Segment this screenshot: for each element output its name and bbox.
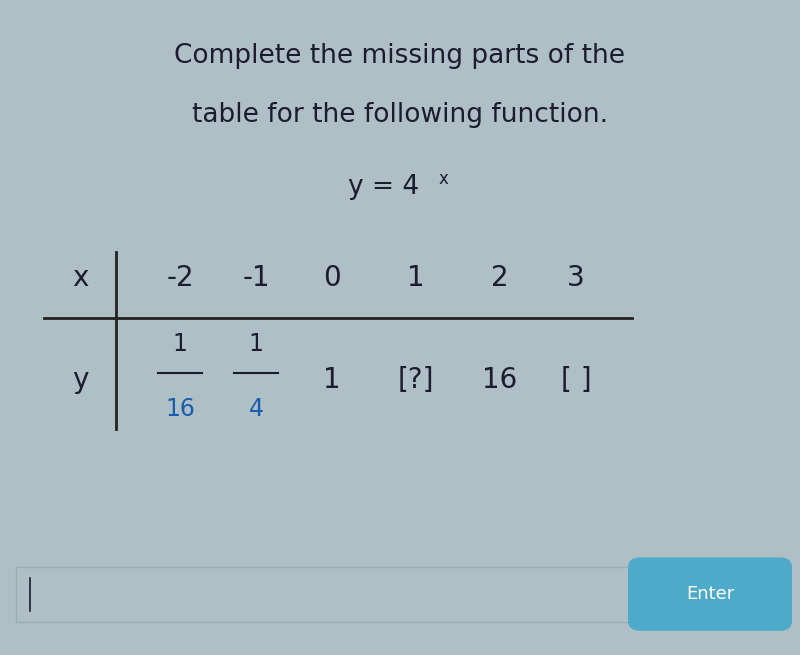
Text: x: x: [438, 170, 448, 188]
Text: -2: -2: [166, 265, 194, 292]
FancyBboxPatch shape: [16, 567, 632, 622]
FancyBboxPatch shape: [628, 557, 792, 631]
Text: [?]: [?]: [398, 366, 434, 394]
Text: 16: 16: [482, 366, 518, 394]
Text: [ ]: [ ]: [561, 366, 591, 394]
Text: 0: 0: [323, 265, 341, 292]
Text: y = 4: y = 4: [349, 174, 419, 200]
Text: 1: 1: [323, 366, 341, 394]
Text: Enter: Enter: [686, 585, 734, 603]
Text: 1: 1: [407, 265, 425, 292]
Text: -1: -1: [242, 265, 270, 292]
Text: table for the following function.: table for the following function.: [192, 102, 608, 128]
Text: 1: 1: [173, 332, 187, 356]
Text: 2: 2: [491, 265, 509, 292]
Text: 16: 16: [165, 398, 195, 421]
Text: 3: 3: [567, 265, 585, 292]
Text: x: x: [72, 265, 88, 292]
Text: y: y: [72, 366, 88, 394]
Text: 4: 4: [249, 398, 263, 421]
Text: Complete the missing parts of the: Complete the missing parts of the: [174, 43, 626, 69]
Text: 1: 1: [249, 332, 263, 356]
